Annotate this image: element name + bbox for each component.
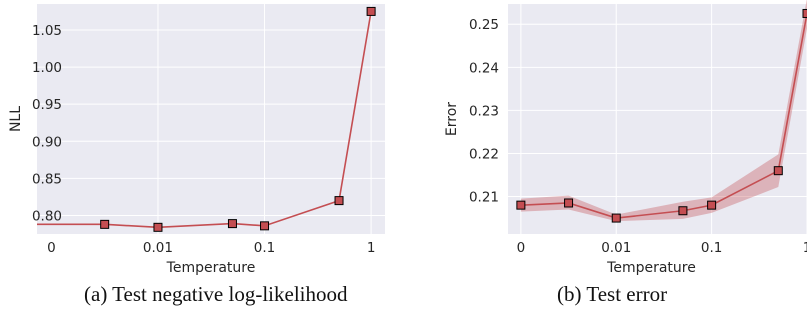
y-axis-label: NLL <box>8 106 24 132</box>
data-point <box>611 213 621 223</box>
confidence-band <box>520 0 807 222</box>
data-point <box>707 200 717 210</box>
y-tick-label: 0.24 <box>469 60 499 76</box>
x-tick-label: 0.01 <box>601 240 631 256</box>
data-point <box>227 219 237 229</box>
error-chart: 0.21 0.22 0.23 0.24 0.25 0 0.01 0.1 1 Temperature… <box>444 0 807 276</box>
x-tick-label: 1 <box>367 240 376 256</box>
plot-area <box>37 4 385 234</box>
data-point <box>366 6 376 16</box>
x-tick-label: 0.1 <box>701 240 722 256</box>
data-point <box>564 198 574 208</box>
y-tick-label: 0.90 <box>32 134 62 150</box>
y-tick-label: 0.21 <box>469 190 499 206</box>
nll-chart: 0.80 0.85 0.90 0.95 1.00 1.05 0 0.01 0.1 1 Tempera… <box>8 4 385 276</box>
caption-nll-chart: (a) Test negative log-likelihood <box>84 282 348 306</box>
data-point <box>516 200 526 210</box>
data-point <box>260 221 270 231</box>
plot-area <box>508 4 807 234</box>
y-axis-label: Error <box>444 102 460 136</box>
data-point <box>802 8 807 18</box>
x-tick-label: 0.01 <box>143 240 173 256</box>
y-tick-label: 0.95 <box>32 97 62 113</box>
x-axis-label: Temperature <box>166 260 256 276</box>
data-point <box>100 219 110 229</box>
x-tick-label: 0 <box>47 240 56 256</box>
x-tick-label: 0.1 <box>254 240 275 256</box>
y-tick-label: 0.25 <box>469 17 499 33</box>
x-axis-label: Temperature <box>606 260 696 276</box>
data-point <box>773 166 783 176</box>
y-tick-label: 0.23 <box>469 103 499 119</box>
x-tick-label: 0 <box>517 240 526 256</box>
data-point <box>153 222 163 232</box>
y-tick-label: 0.85 <box>32 171 62 187</box>
caption-error-chart: (b) Test error <box>557 282 668 306</box>
data-point <box>334 196 344 206</box>
y-tick-label: 1.05 <box>32 23 62 39</box>
y-tick-label: 0.22 <box>469 146 499 162</box>
y-tick-label: 1.00 <box>32 60 62 76</box>
y-tick-label: 0.80 <box>32 208 62 224</box>
data-point <box>678 206 688 216</box>
x-tick-label: 1 <box>803 240 807 256</box>
